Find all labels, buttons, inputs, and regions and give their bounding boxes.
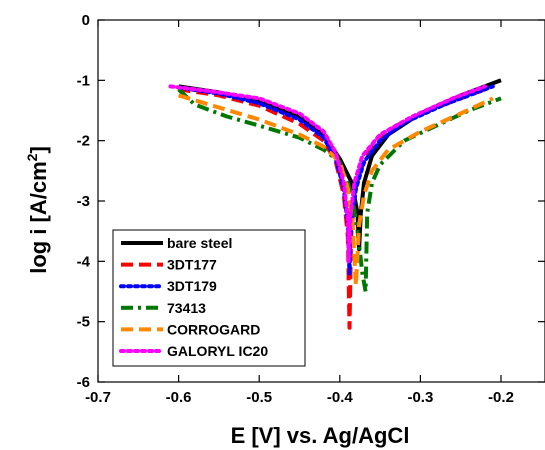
x-tick-label: -0.2: [488, 389, 514, 406]
x-tick-label: -0.6: [166, 389, 192, 406]
legend-label: GALORYL IC20: [167, 343, 268, 359]
series-line-corrogard: [178, 93, 494, 288]
y-axis-title-superscript: 2: [24, 153, 40, 161]
y-tick-label: -2: [77, 133, 90, 150]
axis-ticks: -0.7 -0.6 -0.5 -0.4 -0.3 -0.2 0 -1 -2 -3 -4 -5 -6: [77, 12, 545, 406]
y-tick-label: -4: [77, 253, 91, 270]
legend-label: 3DT177: [167, 257, 217, 273]
legend-label: CORROGARD: [167, 321, 260, 337]
data-curves: [168, 78, 502, 330]
x-axis-title: E [V] vs. Ag/AgCl: [231, 423, 410, 448]
y-axis-title: log i [A/cm2]: [24, 146, 51, 274]
y-tick-label: -3: [77, 193, 90, 210]
series-line-galoryl-ic20: [168, 84, 487, 264]
y-tick-label: 0: [82, 12, 90, 29]
y-axis-title-main: log i [A/cm: [26, 161, 51, 273]
y-tick-label: -5: [77, 314, 90, 331]
legend-label: 73413: [167, 300, 206, 316]
y-axis-title-end: ]: [26, 146, 51, 153]
legend-label: bare steel: [167, 235, 232, 251]
legend-box: [112, 229, 306, 367]
x-tick-label: -0.5: [246, 389, 272, 406]
x-tick-label: -0.3: [407, 389, 433, 406]
x-tick-label: -0.4: [327, 389, 354, 406]
y-tick-label: -6: [77, 374, 90, 391]
legend: bare steel 3DT177 3DT179 73413 CORROGARD GALO…: [112, 229, 306, 367]
y-tick-label: -1: [77, 72, 90, 89]
x-tick-label: -0.7: [85, 389, 111, 406]
legend-label: 3DT179: [167, 278, 217, 294]
